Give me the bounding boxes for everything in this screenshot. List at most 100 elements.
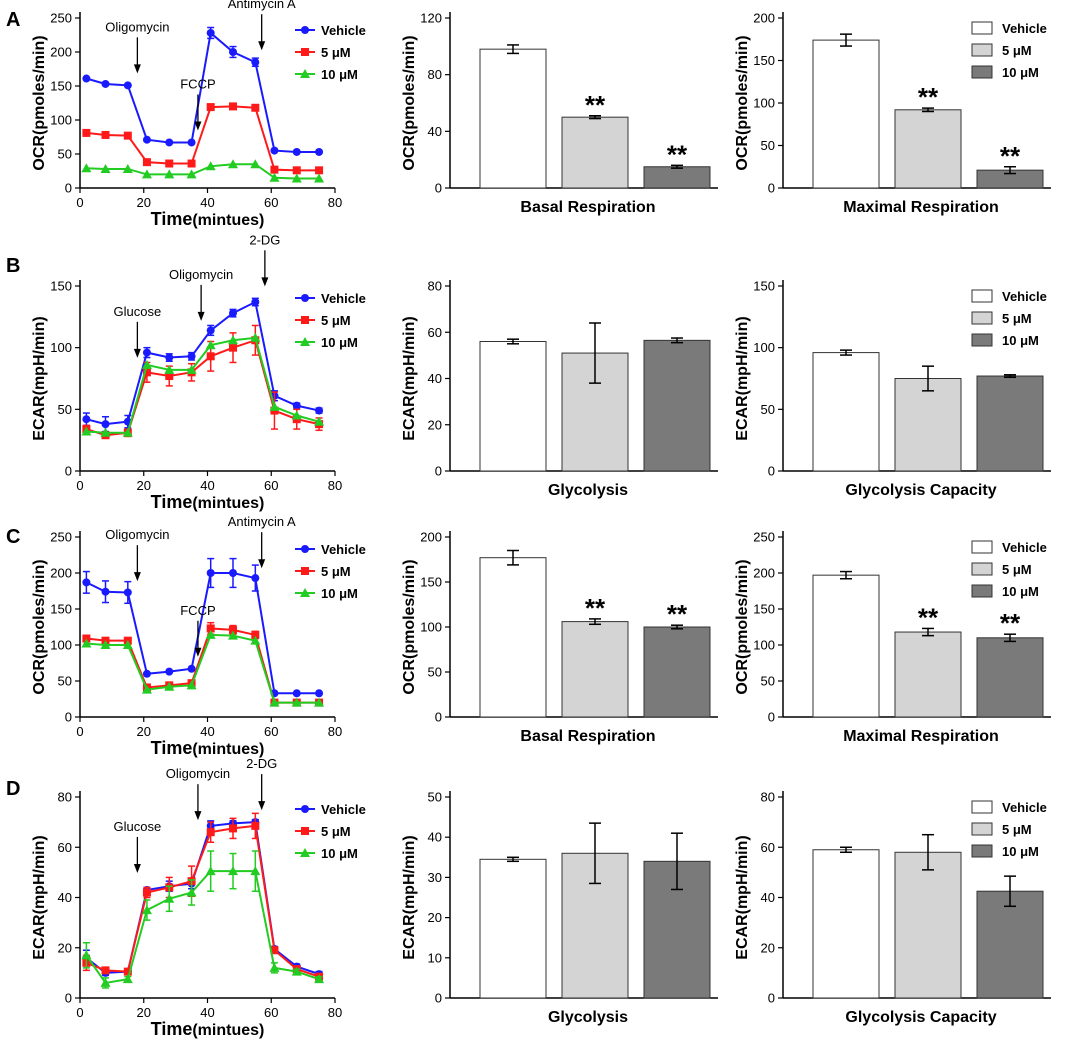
A1-legend-marker [301, 26, 309, 34]
C1-series-2 [81, 629, 325, 707]
D2-y-tick-label: 20 [428, 910, 442, 925]
C3-bar-0 [812, 574, 880, 718]
D1-legend: Vehicle 5 μM 10 μM [295, 802, 366, 861]
D1-data-point [206, 828, 215, 837]
B1-x-axis-label-unit: (mintues) [192, 495, 264, 512]
D1-x-axis-label-main: Time [151, 1019, 193, 1039]
D1-data-point [81, 950, 92, 960]
A1-data-point [229, 102, 237, 111]
A1-annotation-2: Antimycin A [228, 0, 296, 51]
A1-y-tick-label: 200 [50, 45, 72, 60]
D1-annotation-arrowhead [194, 811, 202, 821]
D1-data-point [314, 974, 325, 984]
C1-x-tick-label: 0 [76, 724, 83, 739]
A1-data-point [165, 159, 174, 168]
D1-x-axis-label-unit: (mintues) [192, 1022, 264, 1039]
A1-data-point [187, 159, 196, 168]
D1-x-tick-label: 20 [137, 1005, 151, 1020]
A1-data-point [141, 169, 152, 179]
A1-y-tick-label: 50 [58, 147, 72, 162]
B1-legend: Vehicle 5 μM 10 μM [295, 291, 366, 350]
C1-data-point [291, 697, 302, 707]
D1-data-point [228, 866, 238, 876]
B1-data-point [291, 410, 302, 420]
panel-label-a: A [6, 9, 20, 31]
C3-y-tick-label: 50 [761, 674, 775, 689]
A1-data-point [82, 128, 91, 137]
C1-data-point [81, 638, 92, 648]
A1-data-point [101, 130, 110, 139]
C3-significance-marker: ** [1000, 608, 1021, 638]
B1-x-tick-label: 60 [264, 478, 278, 493]
A3-legend-swatch [971, 65, 993, 79]
C3-legend-swatch [971, 584, 993, 598]
C1-annotation-2: Antimycin A [228, 514, 296, 569]
A1-data-point [142, 135, 151, 144]
B3-x-axis-label: Glycolysis Capacity [845, 482, 996, 499]
B1-data-point [187, 352, 196, 361]
B1-annotation-label: Oligomycin [169, 267, 233, 282]
B1-legend-label: 5 μM [321, 313, 351, 328]
A1-legend-marker [300, 69, 310, 78]
B3-y-tick-label: 50 [761, 402, 775, 417]
D1-series-line [85, 821, 320, 976]
B1-x-tick-label: 0 [76, 478, 83, 493]
B1-y-tick-label: 50 [58, 402, 72, 417]
B1-annotation-label: 2-DG [249, 232, 280, 247]
C3-significance-marker: ** [918, 602, 939, 632]
D1-y-tick-label: 20 [58, 940, 72, 955]
D1-y-tick-label: 40 [58, 890, 72, 905]
D1-annotation-label: Oligomycin [166, 766, 230, 781]
B1-data-point [314, 416, 325, 426]
D1-data-point [251, 821, 260, 830]
C1-data-point [206, 624, 215, 633]
B1-x-axis-label-main: Time [151, 492, 193, 512]
A1-annotation-label: Antimycin A [228, 0, 296, 11]
C3-legend-label: Vehicle [1002, 540, 1047, 555]
B1-data-point [122, 427, 133, 437]
B1-series-2 [81, 332, 325, 437]
B3-y-tick-label: 150 [753, 279, 775, 294]
B3-y-tick-label: 0 [768, 464, 775, 479]
C1-legend-marker [300, 588, 310, 597]
D3-legend-label: 5 μM [1002, 822, 1032, 837]
A3-x-axis-label: Maximal Respiration [843, 199, 999, 216]
D1-y-axis-label: ECAR(mpH/min) [31, 835, 48, 959]
C1-legend: Vehicle 5 μM 10 μM [295, 542, 366, 601]
D3-bar-1 [894, 851, 962, 999]
A1-data-point [142, 158, 151, 167]
D3-x-axis-label: Glycolysis Capacity [845, 1009, 996, 1026]
C1-series-line [86, 633, 320, 704]
A1-x-tick-label: 60 [264, 195, 278, 210]
C3-y-tick-label: 250 [753, 530, 775, 545]
D3-y-axis-label: ECAR(mpH/min) [734, 835, 751, 959]
C3-y-tick-label: 200 [753, 566, 775, 581]
A1-x-tick-label: 80 [328, 195, 342, 210]
C3-bar-2 [976, 637, 1044, 718]
C1-y-tick-label: 0 [65, 710, 72, 725]
A1-legend: Vehicle 5 μM 10 μM [295, 23, 366, 82]
B1-data-point [142, 348, 151, 357]
C1-x-tick-label: 40 [200, 724, 214, 739]
D1-x-axis-label: Time(mintues) [151, 1019, 265, 1039]
C1-x-axis-label-unit: (mintues) [192, 741, 264, 758]
D1-data-point [100, 977, 111, 987]
C1-data-point [314, 697, 325, 707]
A1-data-point [123, 81, 132, 90]
D1-x-tick-label: 60 [264, 1005, 278, 1020]
B1-data-point [82, 415, 91, 424]
C1-legend-marker [301, 567, 309, 575]
B1-data-point [141, 359, 152, 369]
A3-legend-label: Vehicle [1002, 21, 1047, 36]
D2-y-tick-label: 10 [428, 950, 442, 965]
C2-significance-marker: ** [585, 593, 606, 623]
C1-annotation-arrowhead [133, 572, 141, 582]
A2-y-tick-label: 40 [428, 124, 442, 139]
D1-x-tick-label: 0 [76, 1005, 83, 1020]
D1-y-tick-label: 80 [58, 790, 72, 805]
B3-bar-0 [812, 352, 880, 472]
A1-legend-label: 10 μM [321, 67, 358, 82]
D1-legend-label: 5 μM [321, 824, 351, 839]
